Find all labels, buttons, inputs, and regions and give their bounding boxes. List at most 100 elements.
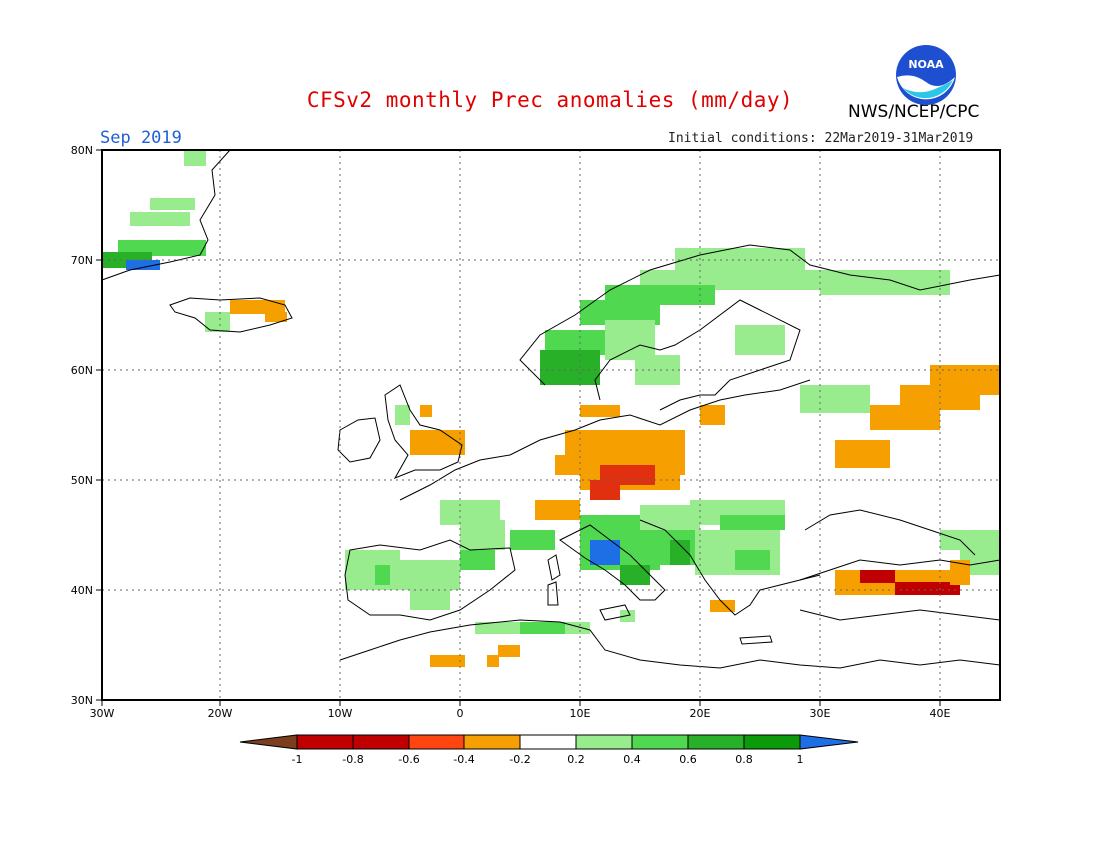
anomaly-patch	[950, 560, 970, 585]
corsica-sardinia	[547, 554, 561, 606]
anomaly-patch	[510, 530, 555, 550]
anomaly-patch	[410, 430, 465, 455]
anomaly-patch	[800, 385, 870, 413]
anomaly-patch	[205, 312, 230, 332]
lat-label: 50N	[71, 474, 93, 487]
anomaly-patch	[735, 325, 785, 355]
lat-label: 80N	[71, 144, 93, 157]
axis-ticks	[96, 149, 941, 706]
anomaly-patch	[460, 520, 505, 550]
lat-label: 40N	[71, 584, 93, 597]
anomaly-patch	[410, 585, 450, 610]
anomaly-patch	[420, 405, 432, 417]
anomaly-patch	[870, 405, 940, 430]
colorbar-label: 0.2	[567, 753, 585, 766]
sicily	[599, 604, 631, 621]
colorbar-label: -0.6	[398, 753, 419, 766]
colorbar-label: -0.4	[453, 753, 474, 766]
colorbar-label: -0.8	[342, 753, 363, 766]
coastlines	[101, 149, 1001, 669]
anomaly-patch	[540, 350, 600, 385]
anomaly-patch	[375, 565, 390, 585]
italy-coast	[559, 524, 666, 601]
anomaly-patch	[345, 550, 400, 590]
lon-label: 40E	[930, 707, 951, 720]
anomaly-patch	[126, 260, 160, 270]
anomaly-patch	[265, 312, 287, 322]
colorbar-label: 1	[797, 753, 804, 766]
map-frame	[101, 149, 1001, 701]
colorbar-swatch	[408, 734, 465, 750]
colorbar-swatch	[519, 734, 577, 750]
anomaly-patch	[150, 198, 195, 210]
continent-north	[399, 379, 811, 501]
colorbar-label: -1	[292, 753, 303, 766]
lat-label: 30N	[71, 694, 93, 707]
black-sea-coast	[804, 509, 976, 556]
colorbar-label: 0.4	[623, 753, 641, 766]
iceland-coast	[169, 297, 293, 333]
anomaly-patch	[735, 550, 770, 570]
crete	[739, 635, 773, 645]
lon-label: 10E	[570, 707, 591, 720]
greenland-coast	[101, 149, 231, 281]
colorbar-high-arrow	[799, 734, 859, 750]
anomaly-patch	[670, 540, 690, 565]
turkey-coast	[799, 559, 1001, 621]
anomaly-patch	[700, 405, 725, 425]
noaa-logo-icon: NOAA	[896, 45, 956, 105]
colorbar-swatch	[687, 734, 745, 750]
anomaly-patch	[605, 320, 655, 360]
anomaly-patch	[820, 270, 950, 295]
anomaly-patch	[430, 655, 465, 667]
colorbar-label: -0.2	[509, 753, 530, 766]
north-africa-coast	[339, 619, 1001, 669]
colorbar-low-arrow	[239, 734, 298, 750]
lat-label: 70N	[71, 254, 93, 267]
anomaly-patch	[498, 645, 520, 657]
lon-label: 30E	[810, 707, 831, 720]
anomaly-patch	[395, 405, 410, 425]
colorbar-swatch	[296, 734, 354, 750]
anomaly-patch	[620, 565, 650, 585]
lon-label: 20W	[208, 707, 233, 720]
anomaly-patch	[895, 582, 960, 595]
lat-label: 60N	[71, 364, 93, 377]
map-title: CFSv2 monthly Prec anomalies (mm/day)	[306, 88, 794, 112]
anomaly-patch	[487, 655, 499, 667]
anomaly-patch	[460, 550, 495, 570]
scandinavia-gulf	[594, 299, 801, 411]
lon-label: 20E	[690, 707, 711, 720]
colorbar-swatch	[743, 734, 801, 750]
iberia-coast	[344, 539, 516, 621]
lon-label: 10W	[328, 707, 353, 720]
britain-coast	[384, 384, 463, 479]
colorbar-swatch	[631, 734, 689, 750]
anomaly-patches	[102, 150, 1000, 667]
balkans-coast	[639, 519, 821, 616]
colorbar-swatch	[352, 734, 410, 750]
colorbar	[239, 734, 859, 750]
agency-label: NWS/NCEP/CPC	[848, 102, 980, 122]
anomaly-patch	[230, 300, 285, 314]
anomaly-patch	[860, 570, 895, 583]
colorbar-label: 0.6	[679, 753, 697, 766]
valid-month: Sep 2019	[100, 128, 182, 148]
colorbar-label: 0.8	[735, 753, 753, 766]
logo-text: NOAA	[908, 58, 944, 71]
scandinavia-coast	[519, 244, 1001, 386]
colorbar-swatch	[575, 734, 633, 750]
gridlines	[102, 150, 1000, 700]
lon-label: 30W	[90, 707, 115, 720]
anomaly-patch	[580, 405, 620, 417]
anomaly-patch	[720, 515, 785, 530]
anomaly-patch	[835, 440, 890, 468]
initial-conditions: Initial conditions: 22Mar2019-31Mar2019	[668, 131, 974, 146]
anomaly-patch	[520, 622, 565, 634]
lon-label: 0	[457, 707, 464, 720]
anomaly-patch	[555, 455, 585, 475]
anomaly-patch	[535, 500, 580, 520]
colorbar-swatch	[463, 734, 521, 750]
ireland-coast	[337, 417, 381, 463]
